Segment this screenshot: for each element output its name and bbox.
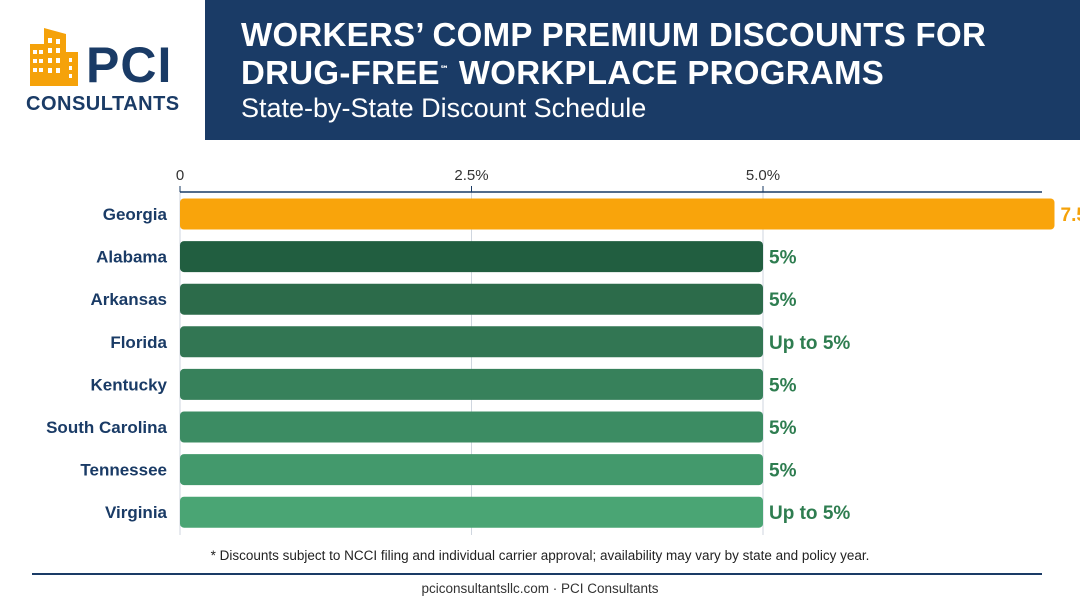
footer-divider (32, 573, 1042, 575)
data-label: Up to 5% (769, 503, 850, 524)
x-tick-label: 0 (176, 167, 184, 184)
discount-bar-chart: 0 2.5% 5.0% Georgia 7.5% Alabama 5% Arkansas 5% F… (46, 167, 1080, 535)
page-title: WORKERS’ COMP PREMIUM DISCOUNTS FOR DRUG… (241, 16, 1061, 92)
logo-name: PCI (86, 37, 173, 93)
service-mark: ℠ (439, 64, 450, 74)
x-tick-label: 5.0% (746, 167, 780, 184)
building-icon (30, 28, 78, 86)
page-subtitle: State-by-State Discount Schedule (241, 93, 647, 123)
data-label: 5% (769, 375, 797, 396)
data-label: 7.5% (1061, 205, 1080, 226)
x-tick-label: 2.5% (454, 167, 488, 184)
footer-text: pciconsultantsllc.com · PCI Consultants (421, 581, 659, 596)
bar (180, 283, 763, 315)
category-label: Arkansas (90, 290, 167, 309)
bar (180, 326, 763, 358)
category-label: Georgia (103, 205, 168, 224)
bar (180, 454, 763, 486)
header-banner: WORKERS’ COMP PREMIUM DISCOUNTS FOR DRUG… (205, 0, 1080, 140)
bar (180, 496, 763, 528)
logo: PCI CONSULTANTS (0, 0, 205, 140)
title-part2: WORKPLACE PROGRAMS (449, 54, 885, 91)
category-label: Tennessee (80, 461, 167, 480)
data-label: Up to 5% (769, 333, 850, 354)
data-label: 5% (769, 290, 797, 311)
logo-tagline: CONSULTANTS (26, 93, 180, 115)
bar (180, 241, 763, 273)
data-label: 5% (769, 418, 797, 439)
data-label: 5% (769, 461, 797, 482)
category-label: Florida (110, 333, 167, 352)
category-label: Alabama (96, 248, 167, 267)
bar (180, 411, 763, 443)
bar (180, 198, 1055, 230)
bar (180, 368, 763, 400)
category-label: Virginia (105, 503, 168, 522)
category-label: South Carolina (46, 418, 167, 437)
footnote: * Discounts subject to NCCI filing and i… (210, 548, 870, 563)
data-label: 5% (769, 248, 797, 269)
title-part1: WORKERS’ COMP PREMIUM DISCOUNTS FOR DRUG… (241, 16, 987, 91)
category-label: Kentucky (90, 375, 167, 394)
